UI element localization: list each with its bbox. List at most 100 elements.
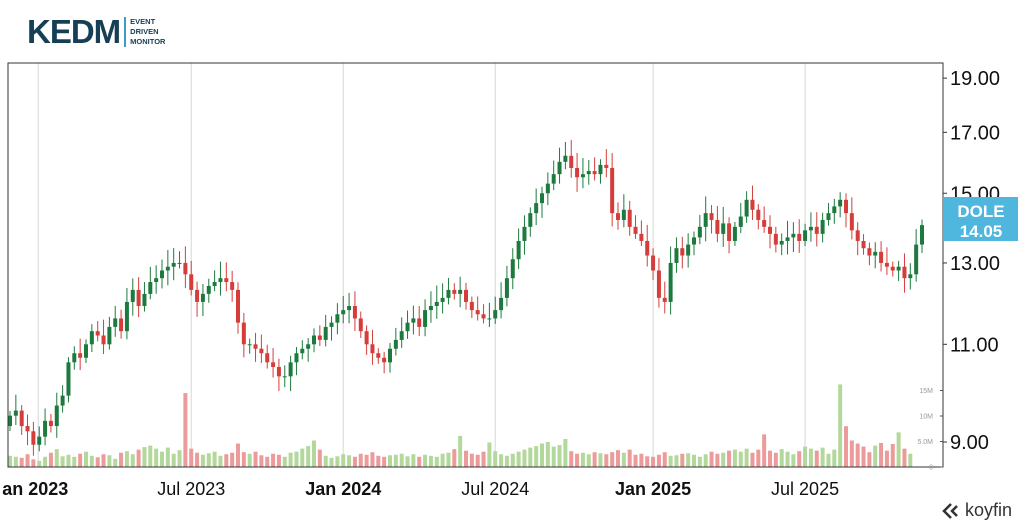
candle-body: [142, 293, 147, 307]
volume-bar: [335, 456, 340, 467]
candle-body: [37, 436, 42, 445]
volume-bar: [218, 455, 223, 467]
logo-tagline: EVENT DRIVEN MONITOR: [130, 17, 165, 47]
candle-body: [282, 376, 287, 378]
volume-bar: [580, 452, 585, 467]
volume-bar: [446, 452, 451, 467]
volume-bar: [686, 453, 691, 467]
plot-frame: [7, 62, 944, 468]
candle-body: [697, 226, 702, 238]
candle-body: [896, 266, 901, 271]
candle-body: [610, 167, 615, 214]
volume-bar: [171, 453, 176, 467]
volume-bar: [499, 454, 504, 467]
candle-body: [785, 237, 790, 241]
candle-body: [124, 301, 129, 332]
volume-bar: [393, 454, 398, 467]
candle-body: [48, 420, 53, 427]
volume-bar: [844, 426, 848, 467]
volume-bar: [867, 452, 872, 467]
volume-bar: [411, 454, 416, 467]
candle-body: [25, 426, 30, 432]
volume-bar: [744, 448, 749, 467]
candle-body: [19, 410, 24, 427]
volume-bar: [13, 456, 18, 467]
volume-bar: [475, 454, 480, 467]
candle-body: [902, 266, 907, 279]
volume-bar: [621, 452, 626, 467]
candle-body: [358, 318, 363, 332]
volume-bar: [849, 440, 854, 467]
candle-body: [300, 348, 305, 354]
volume-bar: [247, 453, 252, 467]
volume-bar: [756, 449, 761, 467]
y-tick-label: 9.00: [950, 432, 989, 454]
candle-body: [288, 362, 293, 377]
last-price-tag: DOLE 14.05: [944, 197, 1018, 241]
candle-body: [230, 282, 235, 290]
volume-bar: [189, 448, 194, 467]
koyfin-label: koyfin: [965, 500, 1013, 520]
candle-body: [569, 155, 574, 168]
candle-body: [276, 366, 281, 377]
volume-bar: [469, 453, 474, 467]
koyfin-watermark: koyfin: [942, 500, 1012, 521]
candle-body: [627, 209, 632, 227]
volume-bar: [341, 454, 346, 467]
candle-body: [884, 262, 889, 267]
volume-bar: [452, 449, 457, 467]
candle-body: [405, 322, 410, 332]
candle-body: [165, 266, 170, 271]
volume-bar: [142, 447, 147, 467]
candle-body: [791, 233, 796, 238]
volume-bar: [510, 453, 515, 467]
x-tick-label: an 2023: [2, 479, 68, 499]
volume-bar: [294, 451, 299, 467]
volume-bar: [791, 454, 796, 467]
koyfin-logo-icon: [942, 502, 958, 519]
volume-bar: [528, 447, 533, 467]
volume-bar: [271, 453, 276, 467]
volume-bar: [66, 454, 71, 467]
candle-body: [469, 301, 474, 311]
volume-bar: [814, 450, 819, 467]
volume-bar: [563, 438, 568, 467]
volume-bar: [803, 446, 808, 467]
candle-body: [440, 297, 445, 302]
candle-body: [160, 270, 164, 279]
volume-bar: [627, 449, 632, 467]
volume-bar: [253, 451, 258, 467]
candle-body: [66, 362, 71, 396]
candle-body: [107, 326, 112, 345]
candle-body: [241, 322, 246, 345]
volume-bar: [586, 454, 591, 467]
volume-bar: [440, 453, 445, 467]
candle-body: [119, 318, 124, 332]
volume-bar: [300, 448, 305, 467]
volume-bar: [651, 456, 656, 467]
candle-body: [54, 405, 59, 427]
x-tick-label: Jul 2024: [461, 479, 529, 499]
volume-bar: [43, 456, 48, 467]
candle-body: [645, 240, 650, 256]
volume-bar: [493, 451, 498, 467]
candle-body: [189, 274, 194, 290]
volume-bar: [241, 452, 246, 467]
candle-body: [721, 223, 726, 234]
candle-body: [388, 348, 392, 363]
candle-body: [84, 344, 88, 358]
volume-bar: [288, 452, 293, 467]
candle-body: [341, 310, 346, 315]
volume-bar: [376, 455, 381, 467]
volume-bar: [604, 454, 609, 467]
volume-bar: [727, 450, 732, 467]
volume-bar: [60, 456, 65, 467]
candle-body: [428, 306, 433, 311]
candle-body: [656, 270, 661, 298]
volume-tick-label: 15M: [919, 388, 933, 395]
candle-body: [78, 353, 83, 358]
volume-bar: [832, 449, 837, 467]
candle-body: [247, 344, 252, 346]
candle-body: [914, 244, 919, 275]
volume-bar: [873, 445, 878, 467]
